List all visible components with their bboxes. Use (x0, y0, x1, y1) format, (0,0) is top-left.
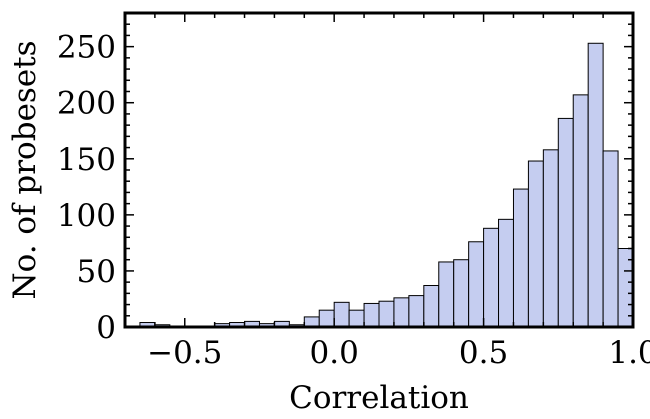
y-tick-label: 200 (57, 86, 116, 122)
histogram-bar (423, 285, 440, 328)
histogram-bar (483, 227, 500, 328)
histogram-bar (587, 42, 604, 328)
histogram-bar (363, 302, 380, 328)
histogram-bars (139, 42, 634, 328)
histogram-bar (512, 188, 529, 328)
histogram-bar (527, 160, 544, 328)
y-tick-label: 50 (77, 254, 116, 290)
y-tick-label: 150 (57, 142, 116, 178)
histogram-bar (393, 297, 410, 328)
x-tick-label: −0.5 (147, 335, 222, 371)
x-tick-label: 0.5 (459, 335, 508, 371)
histogram-bar (602, 150, 619, 328)
y-axis-title: No. of probesets (7, 40, 43, 299)
histogram-bar (572, 94, 589, 328)
x-tick-labels: −0.5 0.0 0.5 1.0 (147, 335, 650, 371)
y-tick-label: 100 (57, 198, 116, 234)
histogram-bar (438, 261, 455, 328)
histogram-bar (303, 316, 320, 328)
plot-frame (123, 11, 635, 329)
y-tick-label: 250 (57, 30, 116, 66)
histogram-bar (378, 300, 395, 328)
histogram-bar (557, 117, 574, 328)
histogram-bar (542, 149, 559, 328)
x-tick-label: 1.0 (608, 335, 650, 371)
x-axis-title: Correlation (289, 380, 469, 416)
histogram-bar (453, 259, 470, 328)
histogram-bar (498, 218, 514, 328)
histogram-bar (333, 301, 350, 328)
histogram-bar (348, 309, 365, 328)
histogram-bar (408, 295, 425, 328)
x-tick-label: 0.0 (310, 335, 359, 371)
histogram-bar (468, 241, 485, 328)
y-tick-label: 0 (96, 310, 116, 346)
histogram-bar (318, 309, 335, 328)
y-tick-labels: 0 50 100 150 200 250 (57, 30, 116, 346)
